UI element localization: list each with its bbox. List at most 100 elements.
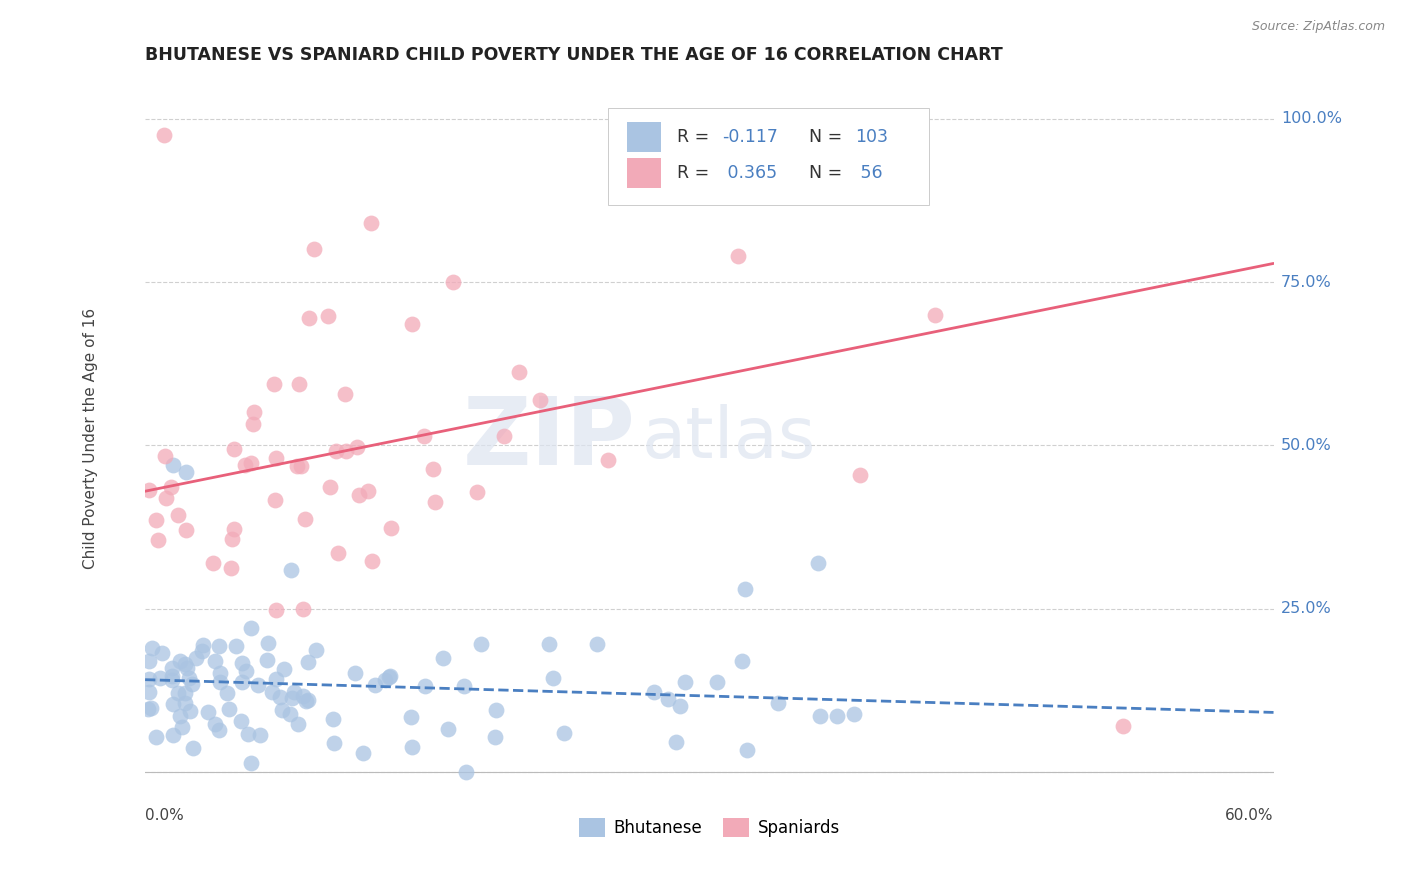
Point — [179, 704, 201, 718]
Bar — [627, 122, 661, 153]
Point — [727, 249, 749, 263]
Point — [169, 654, 191, 668]
Text: atlas: atlas — [641, 404, 815, 474]
Point — [169, 709, 191, 723]
Point — [553, 725, 575, 739]
Point — [218, 702, 240, 716]
Point — [319, 480, 342, 494]
Point — [166, 508, 188, 523]
Point — [731, 654, 754, 668]
Point — [264, 451, 287, 466]
Point — [278, 706, 301, 721]
Point — [249, 728, 271, 742]
Point — [263, 377, 285, 392]
Point — [470, 637, 492, 651]
Point — [174, 696, 197, 710]
Point — [224, 522, 246, 536]
Point — [673, 674, 696, 689]
Point — [145, 513, 167, 527]
Point — [333, 387, 356, 401]
Point — [294, 512, 316, 526]
Point — [361, 554, 384, 568]
Point — [352, 746, 374, 760]
Point — [141, 640, 163, 655]
Point — [202, 556, 225, 570]
Point — [484, 730, 506, 744]
Point — [273, 662, 295, 676]
Text: ZIP: ZIP — [463, 392, 636, 485]
Text: 50.0%: 50.0% — [1281, 438, 1331, 453]
Point — [139, 701, 162, 715]
Point — [664, 734, 686, 748]
Point — [270, 703, 292, 717]
Point — [436, 722, 458, 736]
Point — [441, 275, 464, 289]
Point — [1112, 719, 1135, 733]
Point — [295, 694, 318, 708]
Point — [297, 692, 319, 706]
Text: BHUTANESE VS SPANIARD CHILD POVERTY UNDER THE AGE OF 16 CORRELATION CHART: BHUTANESE VS SPANIARD CHILD POVERTY UNDE… — [145, 46, 1002, 64]
FancyBboxPatch shape — [607, 109, 929, 205]
Point — [825, 709, 848, 723]
Point — [304, 243, 326, 257]
Point — [374, 673, 396, 687]
Point — [174, 686, 197, 700]
Point — [598, 452, 620, 467]
Point — [167, 686, 190, 700]
Point — [221, 532, 243, 546]
Point — [322, 712, 344, 726]
Text: Child Poverty Under the Age of 16: Child Poverty Under the Age of 16 — [83, 309, 98, 569]
Point — [844, 706, 866, 721]
Point — [328, 545, 350, 559]
Point — [378, 669, 401, 683]
Point — [150, 646, 173, 660]
Point — [204, 717, 226, 731]
Point — [807, 556, 830, 570]
Point — [174, 465, 197, 479]
Point — [209, 675, 232, 690]
Point — [280, 562, 302, 576]
Bar — [627, 158, 661, 188]
Point — [283, 685, 305, 699]
Point — [586, 637, 609, 651]
Point — [256, 636, 278, 650]
Point — [401, 710, 423, 724]
Point — [191, 644, 214, 658]
Point — [243, 405, 266, 419]
Point — [256, 652, 278, 666]
Point — [269, 690, 291, 705]
Point — [263, 492, 285, 507]
Point — [669, 698, 692, 713]
Text: 0.0%: 0.0% — [145, 808, 184, 823]
Text: R =: R = — [676, 128, 714, 146]
Point — [155, 491, 177, 505]
Point — [176, 523, 198, 537]
Point — [181, 677, 204, 691]
Point — [413, 679, 436, 693]
Point — [380, 521, 402, 535]
Point — [184, 651, 207, 665]
Point — [290, 459, 312, 474]
Point — [849, 467, 872, 482]
Point — [454, 764, 477, 779]
Text: -0.117: -0.117 — [721, 128, 778, 146]
Point — [401, 317, 423, 331]
Point — [179, 671, 201, 685]
Point — [494, 429, 516, 443]
Point — [264, 673, 287, 687]
Text: R =: R = — [676, 164, 714, 182]
Point — [153, 449, 176, 463]
Point — [208, 666, 231, 681]
Point — [181, 741, 204, 756]
Point — [706, 675, 728, 690]
Point — [146, 533, 169, 547]
Text: 60.0%: 60.0% — [1225, 808, 1274, 823]
Point — [225, 639, 247, 653]
Point — [304, 643, 326, 657]
Point — [335, 444, 357, 458]
Point — [643, 685, 665, 699]
Point — [346, 440, 368, 454]
Point — [423, 495, 446, 509]
Point — [378, 669, 401, 683]
Point — [465, 484, 488, 499]
